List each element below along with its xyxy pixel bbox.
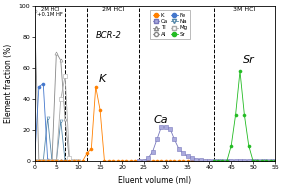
Text: 3M HCl: 3M HCl bbox=[233, 7, 256, 12]
Text: BCR-2: BCR-2 bbox=[96, 31, 122, 40]
Text: 2M HCl
+0.1M HF: 2M HCl +0.1M HF bbox=[37, 7, 63, 17]
Text: 2M HCl: 2M HCl bbox=[102, 7, 124, 12]
Y-axis label: Element fraction (%): Element fraction (%) bbox=[4, 44, 13, 123]
Legend: K, Ca, Ti, Al, Fe, Na, Mg, Sr: K, Ca, Ti, Al, Fe, Na, Mg, Sr bbox=[150, 11, 190, 39]
Text: K: K bbox=[99, 74, 106, 84]
X-axis label: Eluent volume (ml): Eluent volume (ml) bbox=[118, 176, 191, 185]
Text: Sr: Sr bbox=[243, 55, 255, 65]
Text: Ca: Ca bbox=[154, 115, 169, 125]
